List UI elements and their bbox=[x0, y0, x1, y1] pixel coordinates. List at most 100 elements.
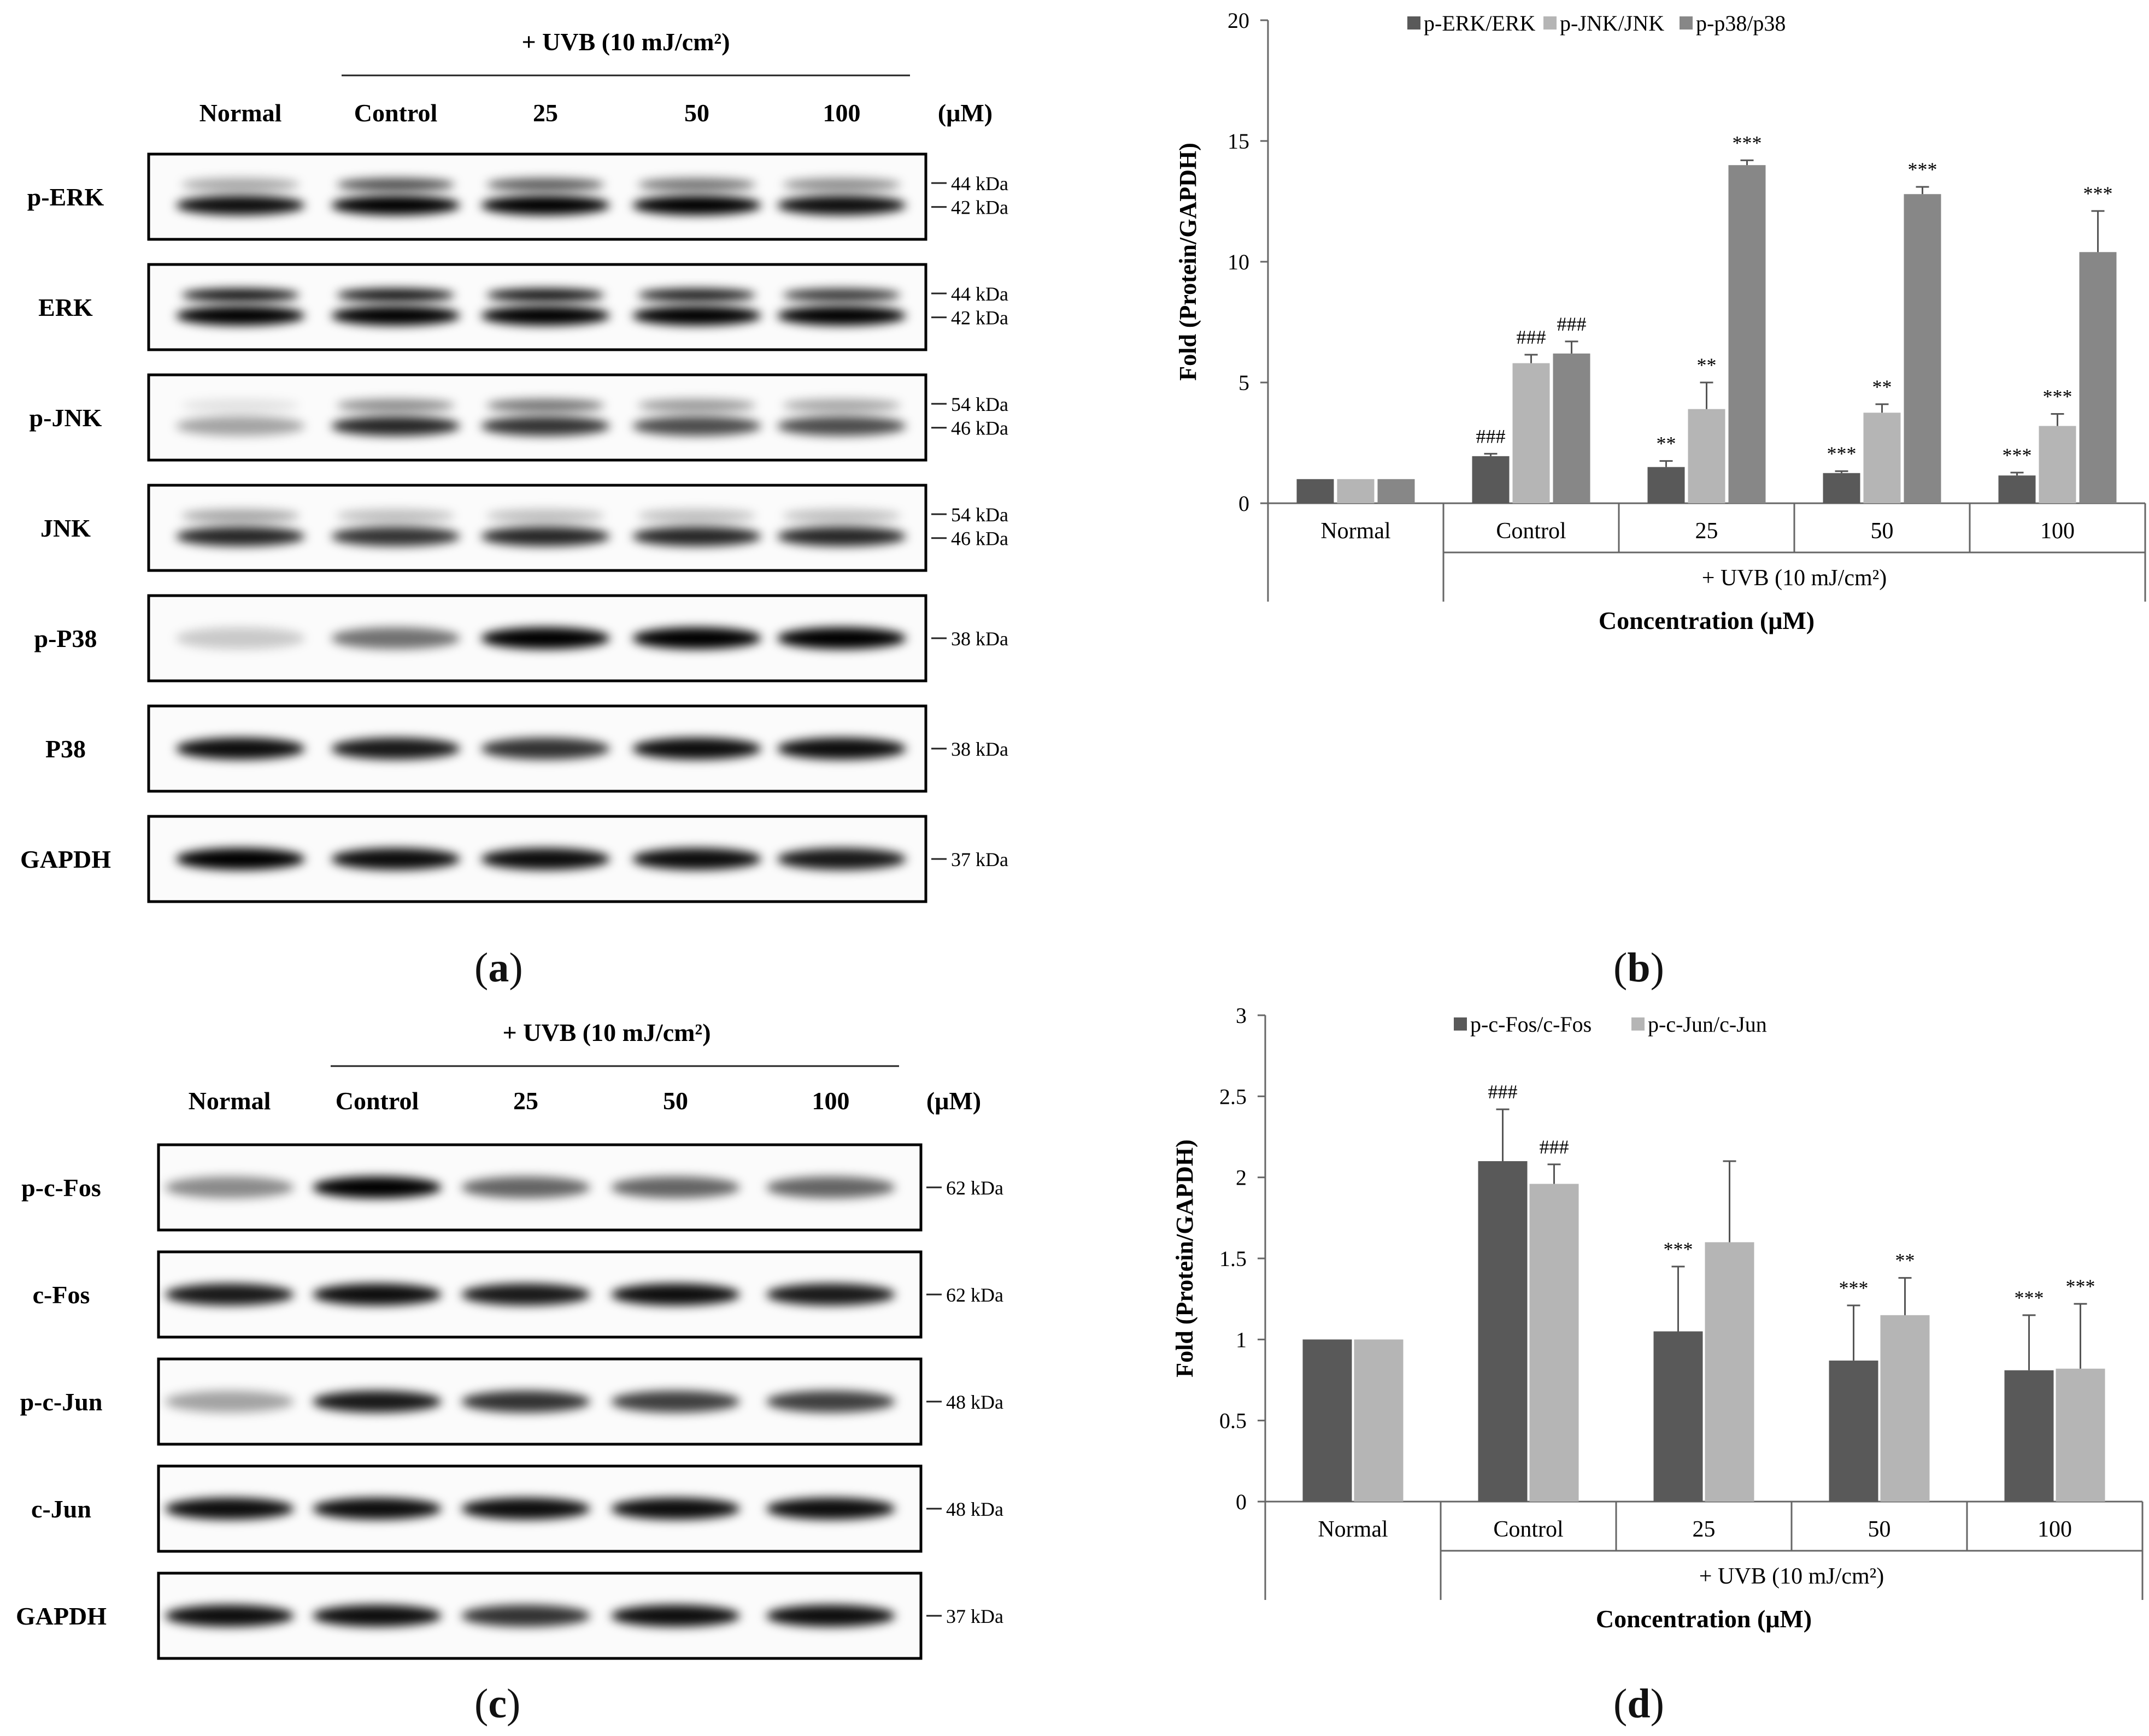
significance-mark: *** bbox=[1827, 443, 1857, 464]
legend-label: p-c-Fos/c-Fos bbox=[1470, 1012, 1592, 1037]
significance-mark: *** bbox=[1908, 158, 1937, 180]
x-tick-label: 50 bbox=[1868, 1517, 1891, 1542]
legend-label: p-JNK/JNK bbox=[1560, 11, 1664, 36]
bar bbox=[2039, 426, 2076, 503]
blot-band bbox=[165, 1605, 294, 1627]
significance-mark: ### bbox=[1488, 1081, 1518, 1103]
bar bbox=[2056, 1368, 2105, 1502]
bar-chart-b: 0 5 10 15 20 Fold (Protein/GAPDH) Normal Contro… bbox=[1175, 8, 2146, 634]
blot-band bbox=[331, 738, 460, 760]
y-tick-label: 0 bbox=[1236, 1490, 1247, 1514]
significance-mark: ### bbox=[1540, 1136, 1569, 1158]
blot-figure-a: + UVB (10 mJ/cm²) Normal Control 25 50 100 (μM… bbox=[20, 28, 1008, 903]
bar bbox=[1472, 456, 1510, 503]
significance-mark: *** bbox=[1733, 132, 1762, 154]
lane-label: Normal bbox=[189, 1087, 271, 1115]
blot-band-upper bbox=[181, 509, 300, 523]
uvb-group-label: + UVB (10 mJ/cm²) bbox=[1702, 566, 1887, 591]
blot-band bbox=[766, 1498, 895, 1520]
x-tick-label: 25 bbox=[1693, 1517, 1716, 1542]
y-tick-label: 0.5 bbox=[1219, 1409, 1247, 1433]
significance-mark: *** bbox=[1839, 1277, 1869, 1299]
blot-band bbox=[176, 416, 305, 436]
blot-band bbox=[313, 1284, 442, 1305]
blot-band bbox=[777, 195, 906, 215]
blot-band bbox=[313, 1176, 442, 1198]
x-axis-label: Concentration (μM) bbox=[1599, 607, 1815, 634]
blot-band-upper bbox=[337, 289, 455, 302]
kda-label: 54 kDa bbox=[951, 393, 1008, 415]
bar bbox=[2079, 252, 2117, 503]
blot-band bbox=[461, 1498, 590, 1520]
x-tick-label: Normal bbox=[1320, 519, 1390, 544]
y-tick-label: 1.5 bbox=[1219, 1246, 1247, 1271]
blot-protein-label: p-P38 bbox=[34, 625, 97, 652]
bar bbox=[1512, 363, 1550, 503]
x-tick-label: 100 bbox=[2038, 1517, 2072, 1542]
blot-band bbox=[461, 1391, 590, 1413]
bar bbox=[1354, 1339, 1404, 1502]
kda-label: 42 kDa bbox=[951, 307, 1008, 329]
legend-entry: p-JNK/JNK bbox=[1543, 11, 1664, 36]
blot-band bbox=[611, 1498, 740, 1520]
blot-band-upper bbox=[486, 509, 604, 523]
kda-label: 62 kDa bbox=[946, 1284, 1003, 1306]
significance-mark: ### bbox=[1476, 425, 1506, 447]
blot-band-upper bbox=[181, 399, 300, 413]
blot-band bbox=[331, 305, 460, 326]
blot-band bbox=[176, 848, 305, 870]
blot-protein-label: c-Fos bbox=[33, 1281, 90, 1309]
blot-protein-label: p-ERK bbox=[27, 183, 104, 211]
kda-label: 48 kDa bbox=[946, 1391, 1003, 1413]
blot-band-upper bbox=[638, 399, 756, 413]
bar bbox=[1553, 353, 1590, 503]
lane-label: 25 bbox=[533, 99, 558, 127]
blot-protein-label: ERK bbox=[38, 293, 93, 321]
blot-band bbox=[777, 416, 906, 436]
panel-letter-d: (d) bbox=[1613, 1681, 1664, 1727]
blot-row: P38 38 kDa bbox=[45, 704, 1008, 793]
blot-band bbox=[165, 1176, 294, 1198]
blot-band bbox=[632, 848, 761, 870]
bar bbox=[2004, 1370, 2054, 1502]
concentration-unit: (μM) bbox=[938, 99, 993, 127]
blot-band bbox=[777, 848, 906, 870]
significance-mark: ### bbox=[1557, 313, 1587, 335]
blot-band bbox=[632, 627, 761, 649]
bar bbox=[1647, 467, 1685, 503]
kda-label: 37 kDa bbox=[946, 1605, 1003, 1627]
blot-band bbox=[461, 1284, 590, 1305]
significance-mark: *** bbox=[1664, 1238, 1693, 1260]
y-axis-label: Fold (Protein/GAPDH) bbox=[1171, 1139, 1198, 1377]
blot-band bbox=[766, 1176, 895, 1198]
kda-label: 54 kDa bbox=[951, 504, 1008, 526]
blot-band bbox=[481, 627, 610, 649]
significance-mark: ** bbox=[1872, 376, 1892, 398]
blot-band bbox=[777, 738, 906, 760]
blot-band bbox=[165, 1498, 294, 1520]
blot-band bbox=[766, 1284, 895, 1305]
x-tick-label: Normal bbox=[1318, 1517, 1388, 1542]
blot-band bbox=[176, 738, 305, 760]
blot-band bbox=[313, 1498, 442, 1520]
blot-band bbox=[777, 627, 906, 649]
panel-letter-a: (a) bbox=[474, 945, 523, 991]
legend-swatch bbox=[1631, 1017, 1645, 1031]
blot-band bbox=[176, 526, 305, 546]
panel-c: + UVB (10 mJ/cm²) Normal Control 25 50 100 (μM… bbox=[0, 1011, 1017, 1733]
bar bbox=[1377, 479, 1415, 503]
significance-mark: ** bbox=[1895, 1250, 1915, 1272]
legend-swatch bbox=[1454, 1017, 1467, 1031]
panel-b: 0 5 10 15 20 Fold (Protein/GAPDH) Normal Contro… bbox=[1164, 0, 2149, 1027]
blot-band-upper bbox=[783, 399, 901, 413]
bar bbox=[1880, 1315, 1930, 1502]
kda-label: 44 kDa bbox=[951, 283, 1008, 305]
blot-protein-label: p-c-Jun bbox=[20, 1388, 103, 1416]
kda-label: 42 kDa bbox=[951, 197, 1008, 219]
kda-label: 38 kDa bbox=[951, 628, 1008, 650]
x-tick-label: Control bbox=[1493, 1517, 1563, 1542]
x-tick-label: 25 bbox=[1695, 519, 1718, 544]
legend-entry: p-ERK/ERK bbox=[1407, 11, 1536, 36]
blot-band bbox=[331, 526, 460, 546]
